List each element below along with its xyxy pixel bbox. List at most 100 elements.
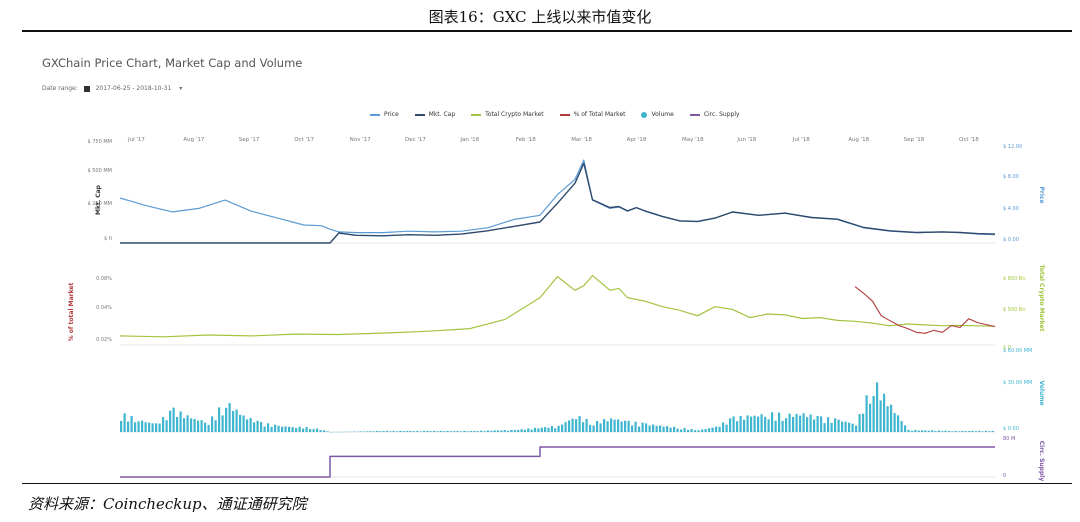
- right-axis-label: Volume: [1038, 380, 1045, 405]
- volume-bar: [669, 427, 672, 432]
- volume-bar: [436, 431, 439, 432]
- x-tick-label: Jul '18: [792, 137, 810, 143]
- volume-bar: [722, 422, 725, 432]
- volume-bar: [648, 425, 651, 432]
- volume-bar: [620, 421, 623, 432]
- volume-bar: [813, 419, 816, 432]
- x-tick-label: Jun '18: [736, 137, 756, 143]
- volume-bar: [631, 425, 634, 432]
- right-tick-label: $ 0.00: [1003, 237, 1019, 243]
- left-tick-label: $ 0: [104, 236, 112, 242]
- volume-bar: [483, 431, 486, 432]
- volume-bar: [729, 418, 732, 432]
- volume-bar: [130, 416, 133, 432]
- legend: Price Mkt. Cap Total Crypto Market % of Tot…: [370, 111, 756, 118]
- volume-bar: [319, 430, 322, 432]
- x-tick-label: May '18: [682, 137, 704, 143]
- volume-bar: [876, 382, 879, 432]
- legend-item-4[interactable]: Volume: [641, 111, 674, 118]
- legend-item-2[interactable]: Total Crypto Market: [471, 111, 544, 118]
- legend-item-0[interactable]: Price: [370, 111, 399, 118]
- legend-item-1[interactable]: Mkt. Cap: [414, 111, 455, 118]
- volume-bar: [718, 426, 721, 432]
- volume-bar: [785, 418, 788, 432]
- legend-label: Total Crypto Market: [485, 111, 544, 118]
- volume-bar: [533, 427, 537, 432]
- volume-bar: [624, 420, 627, 432]
- volume-bar: [513, 430, 516, 432]
- left-tick-label: 0.04%: [96, 305, 112, 311]
- volume-bar: [291, 427, 294, 432]
- volume-bar: [183, 418, 186, 432]
- volume-bar: [795, 413, 798, 432]
- volume-bar: [774, 420, 777, 432]
- date-range-selector[interactable]: Date range: 2017-06-25 - 2018-10-31 ▾: [42, 85, 182, 92]
- legend-swatch: [689, 113, 700, 116]
- legend-item-5[interactable]: Circ. Supply: [689, 111, 740, 118]
- volume-bar: [295, 428, 298, 432]
- volume-bar: [281, 426, 284, 432]
- legend-label: Price: [384, 111, 399, 118]
- legend-swatch: [471, 113, 482, 116]
- volume-bar: [981, 431, 984, 432]
- volume-bar: [523, 429, 526, 432]
- volume-bar: [564, 422, 567, 432]
- volume-bar: [886, 406, 889, 432]
- volume-bar: [951, 431, 954, 432]
- chart-panel: GXChain Price Chart, Market Cap and Volu…: [22, 40, 1072, 480]
- volume-bar: [851, 423, 854, 432]
- volume-bar: [827, 417, 830, 432]
- volume-bar: [978, 430, 981, 432]
- x-tick-label: Oct '17: [294, 137, 314, 143]
- volume-bar: [764, 416, 767, 432]
- volume-bar: [907, 429, 910, 432]
- volume-bar: [596, 421, 599, 432]
- volume-bar: [433, 430, 436, 432]
- x-tick-label: Sep '18: [904, 137, 925, 143]
- legend-swatch: [641, 111, 648, 118]
- volume-bar: [288, 426, 291, 432]
- volume-bar: [274, 424, 277, 432]
- volume-bar: [934, 431, 937, 432]
- volume-bar: [409, 431, 412, 432]
- right-axis-label: Circ. Supply: [1038, 441, 1045, 482]
- volume-bar: [221, 415, 224, 432]
- volume-bar: [757, 416, 760, 432]
- volume-bar: [305, 427, 308, 432]
- volume-bar: [921, 430, 924, 432]
- volume-bar: [537, 428, 540, 432]
- volume-bar: [571, 418, 574, 432]
- top-rule: [22, 30, 1072, 32]
- volume-bar: [429, 431, 432, 432]
- volume-bar: [841, 421, 844, 432]
- legend-label: Circ. Supply: [703, 111, 740, 118]
- volume-bar: [382, 431, 385, 432]
- volume-bar: [858, 414, 861, 432]
- volume-bar: [910, 430, 914, 432]
- volume-bar: [239, 414, 242, 432]
- volume-bar: [746, 415, 749, 432]
- legend-swatch: [370, 113, 380, 116]
- volume-bar: [473, 430, 476, 432]
- volume-bar: [459, 431, 463, 432]
- volume-bar: [944, 430, 947, 432]
- volume-bar: [610, 418, 613, 432]
- volume-bar: [165, 420, 168, 432]
- volume-bar: [246, 419, 249, 432]
- volume-bar: [158, 423, 161, 432]
- volume-bar: [613, 419, 616, 432]
- volume-bar: [739, 415, 742, 432]
- volume-bar: [419, 431, 422, 432]
- volume-bar: [589, 424, 592, 432]
- volume-bar: [120, 420, 123, 432]
- series-circ-supply-line: [120, 446, 995, 478]
- volume-bar: [169, 410, 172, 432]
- volume-bar: [302, 428, 305, 432]
- volume-bar: [453, 431, 456, 432]
- volume-bar: [879, 400, 882, 432]
- legend-item-3[interactable]: % of Total Market: [559, 111, 625, 118]
- x-tick-label: Nov '17: [350, 137, 371, 143]
- volume-bar: [883, 393, 886, 432]
- volume-bar: [652, 424, 655, 432]
- chevron-down-icon: ▾: [179, 85, 183, 92]
